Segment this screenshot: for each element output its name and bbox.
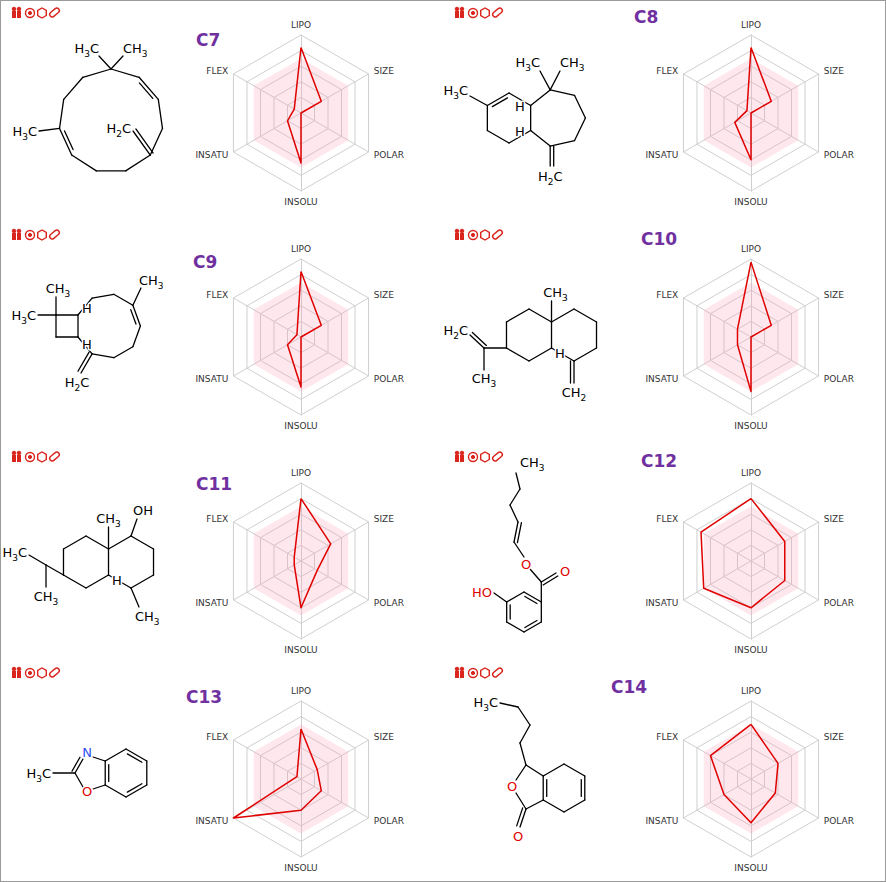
svg-text:LIPO: LIPO (291, 244, 311, 254)
svg-text:LIPO: LIPO (291, 468, 311, 478)
svg-text:O: O (521, 557, 531, 572)
svg-text:CH3: CH3 (96, 511, 121, 529)
svg-text:INSATU: INSATU (645, 816, 678, 826)
svg-text:CH3: CH3 (472, 371, 497, 389)
svg-text:POLAR: POLAR (374, 150, 404, 160)
svg-text:FLEX: FLEX (206, 66, 228, 76)
svg-text:O: O (507, 779, 517, 794)
svg-text:H2C: H2C (106, 121, 131, 139)
svg-text:CH3: CH3 (135, 609, 160, 627)
svg-text:H3C: H3C (473, 695, 498, 713)
svg-text:O: O (513, 829, 523, 844)
svg-text:POLAR: POLAR (824, 374, 854, 384)
svg-text:INSOLU: INSOLU (284, 645, 317, 655)
svg-text:C10: C10 (641, 229, 677, 249)
svg-text:N: N (82, 745, 92, 760)
svg-text:INSATU: INSATU (645, 374, 678, 384)
svg-text:C9: C9 (193, 252, 217, 272)
svg-text:H3C: H3C (26, 766, 51, 784)
svg-text:SIZE: SIZE (824, 732, 845, 742)
svg-text:LIPO: LIPO (291, 686, 311, 696)
svg-text:INSATU: INSATU (645, 150, 678, 160)
svg-text:INSOLU: INSOLU (284, 421, 317, 431)
svg-text:H2C: H2C (443, 323, 468, 341)
svg-text:CH3: CH3 (520, 455, 545, 473)
svg-text:HO: HO (472, 585, 492, 600)
svg-text:O: O (82, 784, 92, 799)
svg-text:POLAR: POLAR (374, 816, 404, 826)
svg-text:FLEX: FLEX (656, 290, 678, 300)
svg-text:H: H (515, 99, 525, 114)
svg-text:OH: OH (133, 503, 153, 518)
svg-text:POLAR: POLAR (374, 598, 404, 608)
svg-text:H2C: H2C (538, 169, 563, 187)
svg-text:H3C: H3C (443, 83, 468, 101)
svg-text:CH3: CH3 (34, 589, 59, 607)
svg-text:CH2: CH2 (562, 385, 587, 403)
svg-text:SIZE: SIZE (374, 66, 395, 76)
svg-text:H: H (555, 346, 565, 361)
svg-text:POLAR: POLAR (824, 150, 854, 160)
svg-text:H3C: H3C (74, 41, 99, 59)
svg-text:C13: C13 (186, 687, 222, 707)
svg-text:C12: C12 (641, 451, 677, 471)
svg-text:INSATU: INSATU (195, 598, 228, 608)
svg-text:INSOLU: INSOLU (734, 197, 767, 207)
svg-text:INSATU: INSATU (195, 150, 228, 160)
svg-text:SIZE: SIZE (824, 514, 845, 524)
svg-text:CH3: CH3 (560, 55, 585, 73)
svg-text:FLEX: FLEX (206, 732, 228, 742)
svg-text:H3C: H3C (515, 55, 540, 73)
svg-text:INSOLU: INSOLU (734, 421, 767, 431)
svg-text:H: H (82, 337, 92, 352)
svg-text:H3C: H3C (12, 124, 37, 142)
svg-text:CH3: CH3 (123, 41, 148, 59)
svg-text:CH3: CH3 (543, 285, 568, 303)
svg-text:C8: C8 (634, 7, 658, 27)
svg-text:INSOLU: INSOLU (284, 197, 317, 207)
svg-text:CH3: CH3 (46, 281, 71, 299)
svg-text:INSOLU: INSOLU (734, 863, 767, 873)
svg-text:C7: C7 (196, 30, 220, 50)
svg-text:C11: C11 (196, 474, 232, 494)
svg-text:SIZE: SIZE (374, 732, 395, 742)
svg-text:SIZE: SIZE (824, 290, 845, 300)
svg-text:INSATU: INSATU (195, 374, 228, 384)
svg-text:SIZE: SIZE (824, 66, 845, 76)
svg-text:SIZE: SIZE (374, 514, 395, 524)
svg-text:INSATU: INSATU (645, 598, 678, 608)
svg-text:INSATU: INSATU (195, 816, 228, 826)
svg-text:LIPO: LIPO (741, 468, 761, 478)
svg-text:H: H (82, 301, 92, 316)
svg-text:CH3: CH3 (139, 273, 164, 291)
svg-text:H: H (112, 573, 122, 588)
svg-text:O: O (560, 564, 570, 579)
svg-text:POLAR: POLAR (824, 816, 854, 826)
svg-text:H3C: H3C (11, 308, 36, 326)
svg-text:H: H (515, 124, 525, 139)
svg-text:SIZE: SIZE (374, 290, 395, 300)
svg-text:C14: C14 (611, 677, 647, 697)
svg-text:INSOLU: INSOLU (284, 863, 317, 873)
svg-text:LIPO: LIPO (741, 244, 761, 254)
svg-text:POLAR: POLAR (824, 598, 854, 608)
svg-text:H3C: H3C (2, 545, 27, 563)
svg-text:H2C: H2C (65, 375, 90, 393)
svg-text:LIPO: LIPO (741, 20, 761, 30)
svg-text:FLEX: FLEX (656, 732, 678, 742)
svg-text:INSOLU: INSOLU (734, 645, 767, 655)
svg-text:FLEX: FLEX (656, 66, 678, 76)
svg-text:LIPO: LIPO (741, 686, 761, 696)
svg-text:POLAR: POLAR (374, 374, 404, 384)
svg-text:FLEX: FLEX (206, 514, 228, 524)
svg-text:FLEX: FLEX (206, 290, 228, 300)
svg-text:LIPO: LIPO (291, 20, 311, 30)
svg-text:FLEX: FLEX (656, 514, 678, 524)
